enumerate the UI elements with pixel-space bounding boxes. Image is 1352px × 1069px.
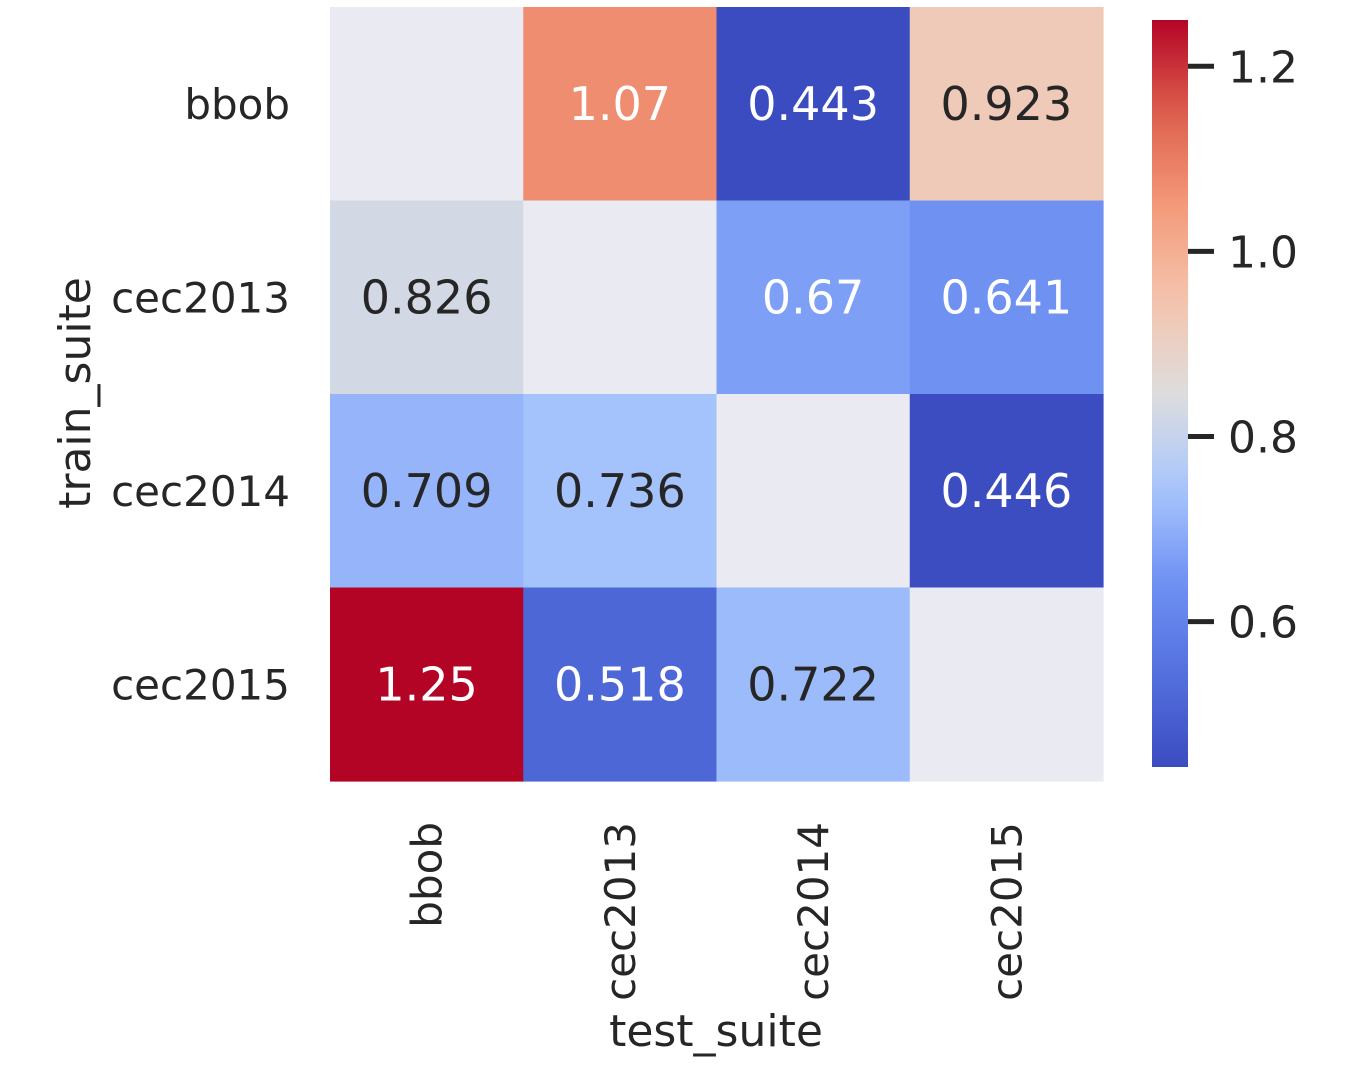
heatmap-cell [330, 587, 524, 782]
heatmap-cell [523, 7, 718, 202]
cell-value-labels: 1.07 0.443 0.923 0.826 0.67 0.641 0.709 0.736 0.… [361, 77, 1072, 712]
x-tick-labels: bbob cec2013 cec2014 cec2015 [403, 822, 1032, 1001]
y-tick-label: cec2013 [111, 273, 290, 322]
x-tick-label: cec2014 [789, 822, 838, 1001]
heatmap-cell-empty [330, 7, 524, 202]
y-tick-label: cec2015 [111, 660, 290, 709]
cell-value-label: 0.826 [361, 270, 493, 324]
heatmap-cell [909, 394, 1104, 589]
heatmap-cell [716, 587, 911, 782]
colorbar-ticks: 0.6 0.8 1.0 1.2 [1188, 42, 1298, 649]
heatmap-cells [330, 7, 1104, 782]
colorbar-tick-label: 0.8 [1228, 413, 1298, 464]
heatmap-cell [330, 394, 524, 589]
heatmap-cell [909, 200, 1104, 395]
x-tick-label: cec2013 [596, 822, 645, 1001]
cell-value-label: 0.709 [361, 464, 493, 518]
heatmap-cell [909, 7, 1104, 202]
cell-value-label: 0.641 [941, 270, 1073, 324]
colorbar-tick-label: 0.6 [1228, 598, 1298, 649]
y-axis-label: train_suite [50, 277, 101, 509]
y-tick-label: bbob [184, 80, 290, 129]
heatmap-cell-empty [716, 394, 911, 589]
cell-value-label: 0.518 [554, 657, 686, 711]
cell-value-label: 0.736 [554, 464, 686, 518]
y-tick-label: cec2014 [111, 467, 290, 516]
cell-value-label: 1.07 [569, 77, 671, 131]
colorbar-tick-label: 1.2 [1228, 42, 1298, 93]
cell-value-label: 0.923 [941, 77, 1073, 131]
cell-value-label: 0.443 [747, 77, 879, 131]
heatmap-cell [523, 394, 718, 589]
heatmap-cell [330, 200, 524, 395]
y-tick-labels: bbob cec2013 cec2014 cec2015 [111, 80, 290, 710]
heatmap-cell [523, 587, 718, 782]
cell-value-label: 1.25 [375, 657, 477, 711]
heatmap-cell-empty [909, 587, 1104, 782]
x-tick-label: bbob [403, 822, 452, 928]
colorbar-tick-label: 1.0 [1228, 227, 1298, 278]
cell-value-label: 0.446 [941, 464, 1073, 518]
x-axis-label: test_suite [609, 1006, 823, 1057]
x-tick-label: cec2015 [982, 822, 1031, 1001]
cell-value-label: 0.67 [762, 270, 864, 324]
colorbar [1152, 20, 1188, 767]
heatmap-cell [716, 7, 911, 202]
heatmap-cell [716, 200, 911, 395]
cell-value-label: 0.722 [747, 657, 879, 711]
heatmap-cell-empty [523, 200, 718, 395]
